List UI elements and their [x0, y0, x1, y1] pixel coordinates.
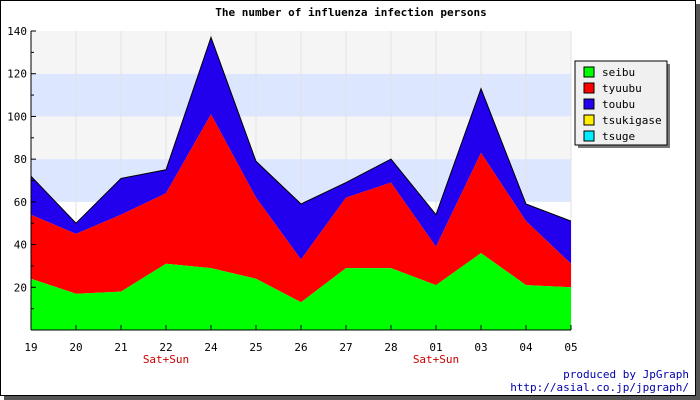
legend-swatch-toubu — [583, 98, 595, 110]
credit-producer: produced by JpGraph — [563, 368, 689, 381]
y-tick-label: 80 — [14, 153, 27, 166]
legend-swatch-tsuge — [583, 130, 595, 142]
y-tick-label: 140 — [7, 25, 27, 38]
x-tick-label: 21 — [114, 341, 127, 354]
y-tick-labels: 20 40 60 80 100 120 140 — [7, 25, 27, 294]
x-tick-label: 01 — [429, 341, 442, 354]
area-toubu — [31, 37, 571, 264]
x-tick-label: 26 — [294, 341, 307, 354]
x-tick-label: 04 — [519, 341, 533, 354]
x-tick-label: 25 — [249, 341, 262, 354]
y-tick-label: 40 — [14, 239, 27, 252]
x-tick-labels: 19 20 21 22 24 25 26 27 28 01 03 04 05 Sat+Sun Sat+Sun — [24, 341, 577, 366]
credit-url: http://asial.co.jp/jpgraph/ — [510, 381, 689, 394]
legend: seibu tyuubu toubu tsukigase tsuge — [574, 60, 670, 148]
weekend-label: Sat+Sun — [143, 353, 189, 366]
legend-label-seibu: seibu — [602, 66, 635, 79]
legend-label-tsukigase: tsukigase — [602, 114, 662, 127]
legend-label-tsuge: tsuge — [602, 130, 635, 143]
y-tick-label: 20 — [14, 281, 27, 294]
stack-outline — [30, 35, 572, 224]
x-tick-label: 03 — [474, 341, 487, 354]
area-seibu — [31, 253, 571, 330]
legend-swatch-seibu — [583, 66, 595, 78]
legend-label-tyuubu: tyuubu — [602, 82, 642, 95]
y-tick-label: 60 — [14, 196, 27, 209]
area-series — [30, 35, 572, 330]
legend-swatch-tyuubu — [583, 82, 595, 94]
x-tick-label: 22 — [159, 341, 172, 354]
chart-canvas: 19 20 21 22 24 25 26 27 28 01 03 04 05 Sat+Sun Sat+Sun… — [7, 6, 689, 394]
x-tick-label: 27 — [339, 341, 352, 354]
x-tick-label: 19 — [24, 341, 37, 354]
x-tick-label: 05 — [564, 341, 577, 354]
axes — [30, 30, 572, 331]
y-tick-label: 120 — [7, 68, 27, 81]
legend-label-toubu: toubu — [602, 98, 635, 111]
y-tick-label: 100 — [7, 110, 27, 123]
weekend-label: Sat+Sun — [413, 353, 459, 366]
chart-title: The number of influenza infection person… — [215, 6, 487, 19]
x-tick-label: 28 — [384, 341, 397, 354]
legend-swatch-tsukigase — [583, 114, 595, 126]
x-tick-label: 24 — [204, 341, 218, 354]
x-tick-label: 20 — [69, 341, 82, 354]
area-tyuubu — [31, 114, 571, 303]
